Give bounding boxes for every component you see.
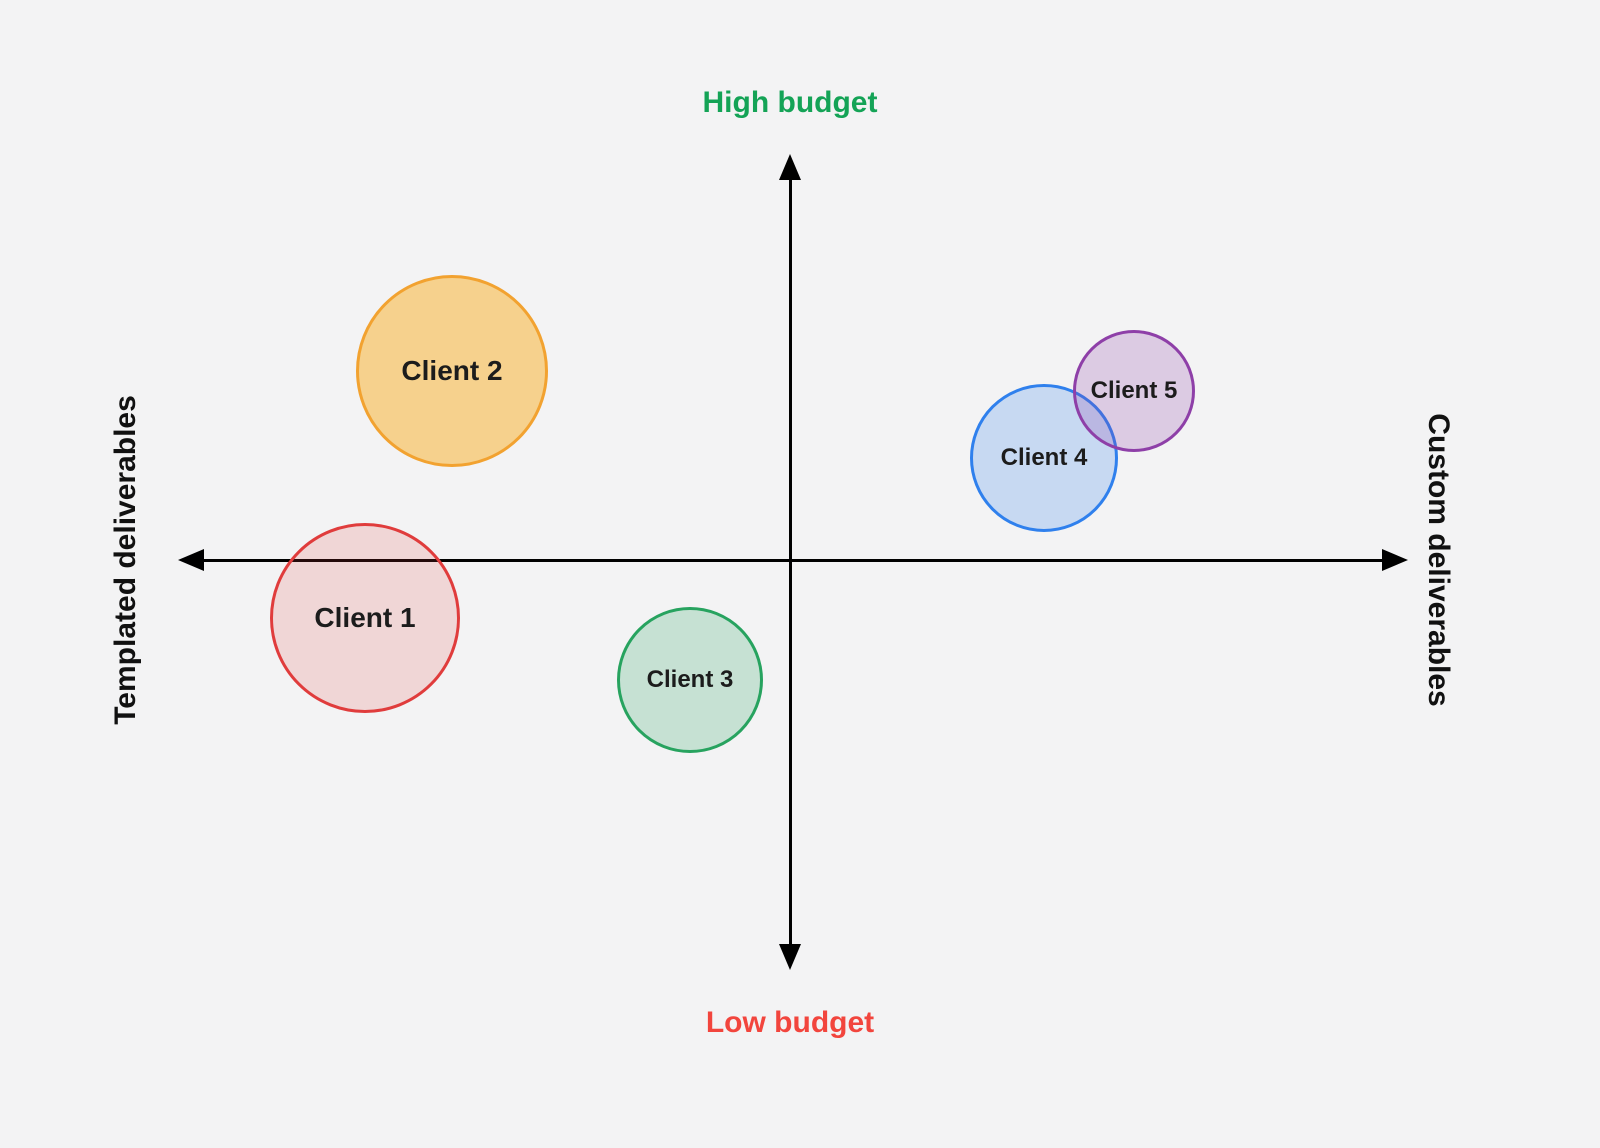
client-2-bubble: Client 2: [356, 275, 548, 467]
custom-deliverables-label: Custom deliverables: [1422, 413, 1455, 707]
client-2-bubble-label: Client 2: [401, 355, 503, 386]
client-4-bubble-label: Client 4: [1000, 444, 1088, 471]
client-5-bubble: Client 5: [1073, 330, 1195, 452]
y-axis-bottom-arrow-icon: [779, 944, 801, 970]
x-axis-right-arrow-icon: [1382, 549, 1408, 571]
client-1-bubble: Client 1: [270, 523, 460, 713]
low-budget-label: Low budget: [705, 1006, 875, 1039]
high-budget-label: High budget: [702, 86, 878, 119]
client-3-bubble: Client 3: [617, 607, 763, 753]
x-axis-left-arrow-icon: [178, 549, 204, 571]
templated-deliverables-label: Templated deliverables: [109, 395, 142, 725]
client-1-bubble-label: Client 1: [314, 602, 416, 633]
client-5-bubble-label: Client 5: [1090, 377, 1178, 404]
y-axis-top-arrow-icon: [779, 154, 801, 180]
client-3-bubble-label: Client 3: [646, 666, 734, 693]
y-axis-line: [789, 178, 792, 946]
x-axis-line: [202, 559, 1384, 562]
